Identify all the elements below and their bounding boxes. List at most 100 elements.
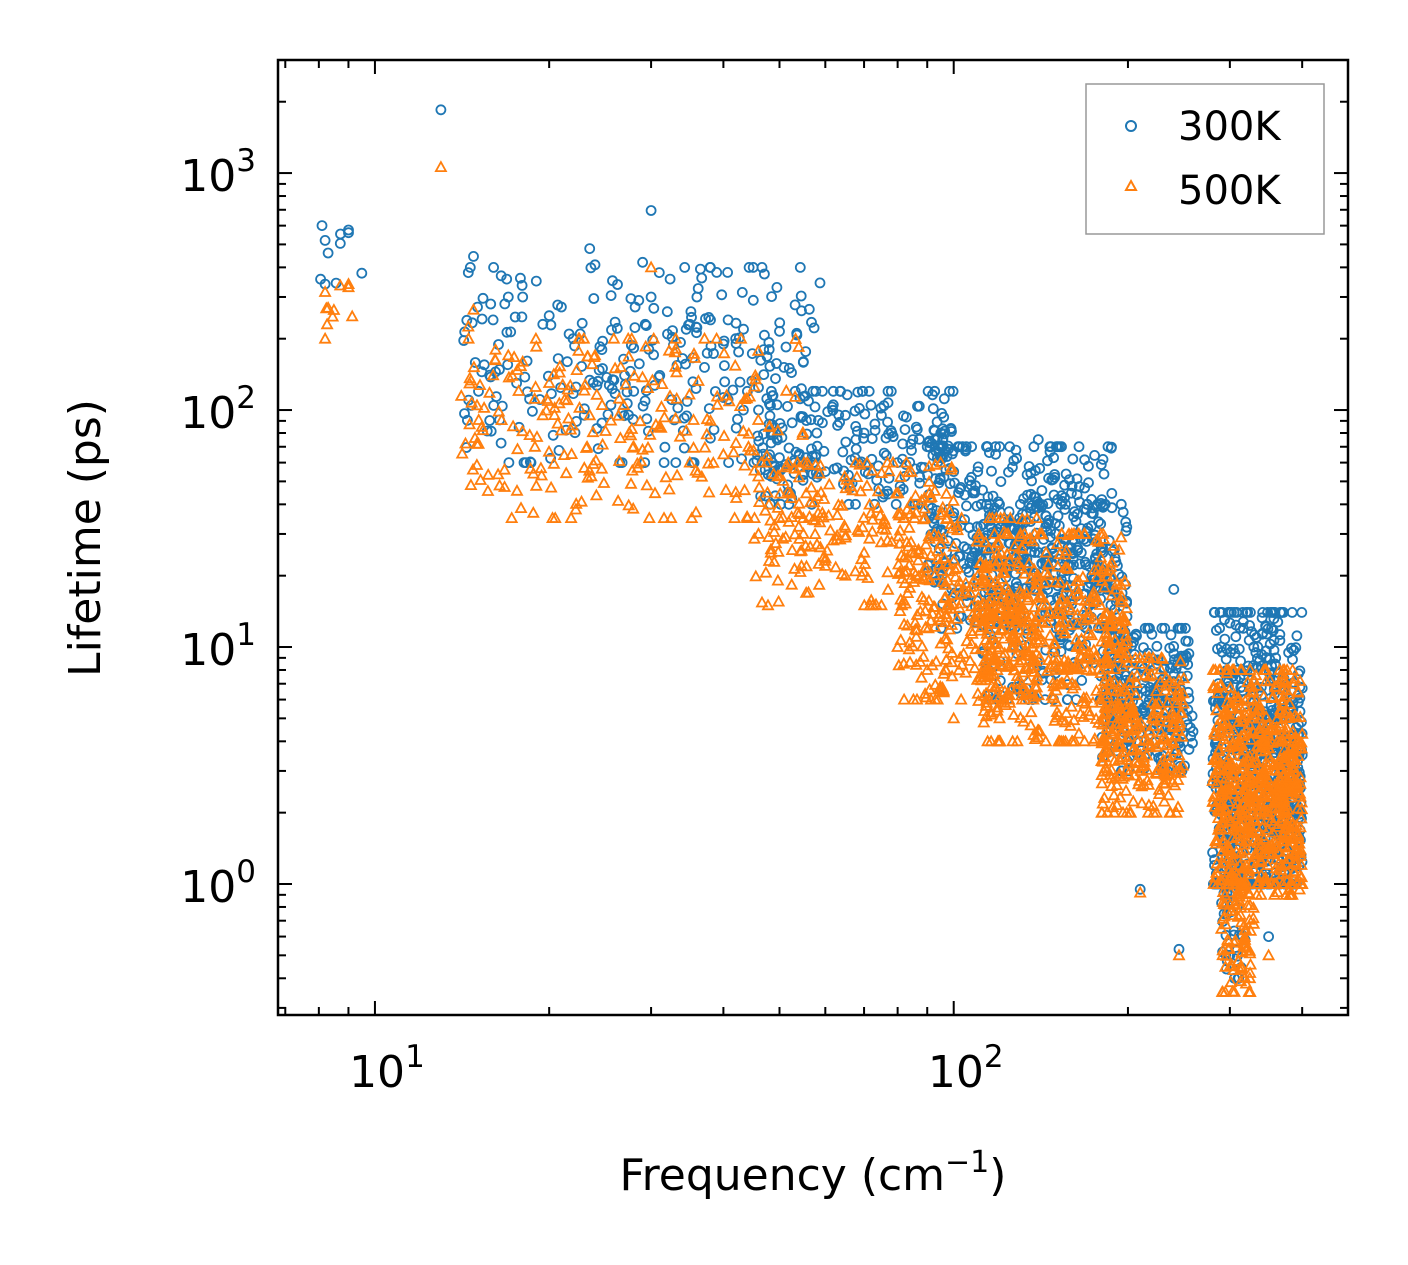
500k-point — [1255, 734, 1270, 747]
500k-point — [472, 413, 486, 425]
500k-point — [669, 365, 684, 378]
300k-point — [684, 318, 696, 330]
500k-point — [1228, 820, 1242, 833]
500k-point — [1163, 687, 1177, 700]
500k-point — [1108, 662, 1122, 674]
500k-point — [1150, 740, 1164, 752]
500k-point — [826, 533, 840, 546]
500k-point — [710, 389, 724, 402]
500k-point — [776, 474, 790, 486]
500k-point — [933, 508, 947, 520]
500k-point — [898, 511, 912, 523]
500k-point — [952, 574, 967, 587]
300k-point — [462, 267, 474, 279]
500k-point — [523, 461, 538, 474]
500k-point — [1109, 582, 1123, 595]
500k-point — [748, 368, 762, 381]
500k-point — [1143, 651, 1157, 663]
500k-point — [738, 458, 752, 471]
500k-point — [1059, 543, 1073, 556]
500k-point — [1043, 628, 1057, 641]
500k-point — [734, 331, 748, 344]
300k-point — [1051, 441, 1062, 453]
500k-point — [800, 455, 814, 468]
500k-point — [1095, 805, 1109, 818]
500k-point — [664, 511, 678, 523]
500k-point — [1247, 701, 1262, 714]
300k-point — [1105, 442, 1117, 454]
500k-point — [980, 663, 994, 676]
500k-point — [481, 467, 495, 480]
500k-point — [1207, 725, 1222, 738]
300k-point — [984, 447, 995, 459]
300k-point — [1214, 607, 1226, 618]
500k-point — [1243, 887, 1257, 900]
500k-point — [486, 368, 500, 381]
300k-point — [515, 272, 526, 284]
500k-point — [764, 545, 778, 558]
300k-point — [1095, 459, 1107, 471]
500k-point — [1294, 858, 1308, 870]
300k-point — [468, 250, 479, 262]
500k-point — [1118, 574, 1132, 587]
300k-point — [1032, 496, 1044, 508]
500k-point — [944, 517, 958, 529]
500k-point — [506, 419, 520, 432]
500k-point — [1232, 789, 1246, 802]
300k-point — [517, 291, 529, 303]
500k-point — [1161, 695, 1175, 708]
300k-point — [790, 446, 802, 458]
500k-point — [505, 511, 519, 523]
500k-point — [1246, 900, 1260, 913]
300k-point — [488, 261, 500, 273]
500k-point — [552, 396, 566, 409]
500k-point — [1239, 923, 1253, 935]
500k-point — [1118, 720, 1132, 733]
500k-point — [589, 488, 603, 501]
500k-point — [1052, 734, 1067, 747]
500k-point — [1010, 674, 1025, 687]
500k-point — [1174, 693, 1188, 706]
300k-point — [1290, 642, 1302, 654]
500k-point — [903, 635, 917, 648]
300k-point — [969, 485, 981, 497]
500k-point — [1237, 882, 1251, 894]
300k-point — [637, 400, 649, 412]
500k-point — [799, 585, 813, 598]
500k-point — [482, 385, 497, 398]
500k-point — [1063, 618, 1077, 631]
500k-point — [635, 370, 650, 383]
500k-point — [622, 498, 636, 511]
300k-point — [1060, 468, 1072, 480]
500k-point — [644, 260, 658, 273]
500k-point — [948, 562, 962, 575]
500k-point — [1116, 805, 1130, 818]
500k-point — [733, 399, 747, 412]
500k-point — [1099, 705, 1113, 718]
500k-point — [569, 502, 583, 515]
500k-point — [1177, 671, 1191, 684]
500k-point — [590, 387, 604, 400]
500k-point — [1233, 858, 1247, 871]
500k-point — [1123, 729, 1137, 742]
500k-point — [647, 331, 661, 344]
500k-point — [1054, 527, 1069, 539]
500k-point — [648, 486, 662, 499]
500k-point — [810, 537, 824, 550]
500k-point — [1025, 534, 1040, 547]
500k-point — [581, 470, 595, 483]
500k-point — [860, 479, 874, 491]
500k-point — [1283, 882, 1297, 895]
500k-point — [1216, 985, 1230, 997]
500k-point — [516, 354, 530, 367]
300k-point — [972, 461, 984, 473]
500k-point — [1276, 866, 1290, 879]
500k-point — [464, 478, 478, 491]
500k-point — [955, 657, 969, 670]
300k-point — [783, 362, 795, 374]
500k-point — [900, 564, 914, 576]
500k-point — [1028, 582, 1042, 595]
500k-point — [1031, 568, 1045, 581]
500k-point — [1025, 627, 1039, 639]
500k-point — [752, 480, 766, 493]
